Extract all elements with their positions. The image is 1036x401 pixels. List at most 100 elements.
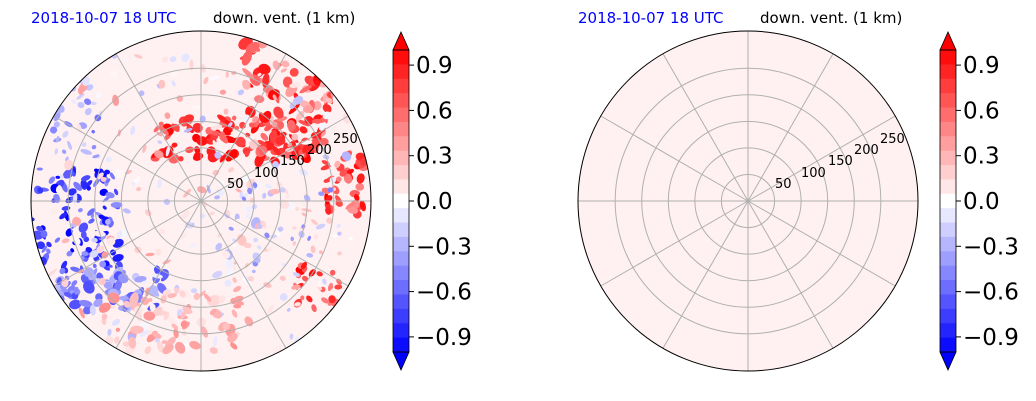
field-cell: [272, 94, 277, 101]
field-cell: [245, 213, 252, 219]
plot-frame: [577, 30, 919, 372]
field-cell: [77, 101, 85, 109]
field-cell: [66, 250, 73, 257]
azimuth-spoke-60: [747, 115, 896, 202]
field-cell: [114, 279, 123, 292]
field-cell: [345, 201, 356, 210]
field-cell: [306, 253, 314, 258]
field-cell: [156, 341, 164, 353]
field-cell: [55, 136, 60, 143]
colorbar-level: [940, 78, 956, 94]
field-cell: [327, 282, 333, 292]
field-cell: [81, 175, 91, 182]
range-label-250: 250: [333, 132, 358, 147]
field-cell: [227, 332, 238, 343]
colorbar-level: [940, 93, 956, 109]
field-cell: [179, 290, 186, 298]
colorbar-tick-label: 0.6: [963, 98, 1000, 124]
field-cell: [336, 58, 344, 67]
field-cell: [228, 226, 234, 231]
field-cell: [47, 268, 57, 277]
field-cell: [315, 114, 322, 119]
field-cell: [326, 41, 334, 48]
field-cell: [313, 233, 319, 240]
colorbar-level: [393, 165, 409, 181]
colorbar-extend-min: [939, 351, 957, 371]
colorbar-level: [940, 222, 956, 238]
field-cell: [244, 151, 250, 157]
field-cell: [256, 143, 264, 156]
colorbar-level: [393, 251, 409, 267]
field-cell: [209, 75, 220, 81]
field-cell: [334, 160, 341, 168]
field-cell: [232, 264, 237, 272]
field-cell: [136, 311, 142, 321]
field-cell: [260, 132, 269, 141]
field-cell: [85, 180, 93, 188]
field-cell: [37, 187, 44, 194]
colorbar-level: [940, 64, 956, 80]
field-cell: [167, 293, 177, 298]
field-cell: [209, 308, 217, 315]
colorbar-tick-label: 0.9: [416, 53, 453, 79]
field-cell: [248, 276, 254, 282]
field-cell: [73, 181, 83, 191]
range-label-200: 200: [854, 143, 879, 158]
field-cell: [315, 67, 325, 75]
colorbar-level: [940, 294, 956, 310]
field-cell: [252, 182, 258, 188]
field-cell: [207, 295, 221, 307]
field-cell: [263, 282, 272, 288]
field-cell: [43, 82, 48, 88]
field-cell: [142, 144, 147, 153]
field-cell: [339, 169, 348, 177]
colorbar-tick-label: −0.6: [963, 280, 1019, 306]
field-cell: [310, 245, 316, 254]
field-cell: [253, 237, 259, 243]
field-cell: [323, 178, 330, 183]
field-cell: [258, 63, 271, 75]
range-label-150: 150: [280, 154, 305, 169]
polar-plot-area: 50 100 150 200 250: [30, 30, 372, 372]
field-cell: [60, 260, 68, 270]
field-cell: [221, 250, 231, 259]
field-cell: [115, 327, 121, 332]
field-cell: [325, 97, 333, 104]
field-cell: [353, 194, 360, 201]
field-cell: [189, 59, 194, 71]
field-cell: [91, 130, 95, 134]
field-cell: [59, 174, 64, 179]
field-cell: [143, 311, 156, 321]
colorbar-tick-label: −0.6: [416, 280, 472, 306]
colorbar-level: [940, 179, 956, 195]
field-cell: [61, 238, 70, 244]
field-cell: [302, 201, 308, 207]
field-cell: [101, 251, 109, 259]
range-label-50: 50: [775, 177, 792, 192]
field-cell: [247, 187, 253, 195]
field-cell: [193, 292, 201, 301]
field-cell: [311, 50, 321, 60]
field-cell: [131, 181, 136, 186]
field-cell: [318, 342, 329, 352]
field-cell: [53, 193, 60, 201]
field-cell: [272, 161, 280, 169]
field-cell: [336, 176, 342, 183]
azimuth-spoke-150: [747, 200, 834, 349]
range-label-250: 250: [880, 132, 905, 147]
plot-frame: [30, 30, 372, 372]
field-cell: [299, 126, 308, 134]
field-cell: [62, 130, 69, 138]
field-cell: [171, 80, 176, 87]
field-cell: [46, 248, 51, 254]
field-cell: [123, 300, 131, 308]
field-cell: [316, 343, 322, 356]
field-cell: [289, 68, 299, 77]
field-cell: [289, 46, 298, 54]
range-label-50: 50: [227, 177, 244, 192]
colorbar-level: [940, 136, 956, 152]
field-cell: [42, 114, 50, 120]
field-cell: [245, 132, 251, 138]
field-cell: [53, 335, 60, 344]
field-cell: [100, 176, 107, 182]
